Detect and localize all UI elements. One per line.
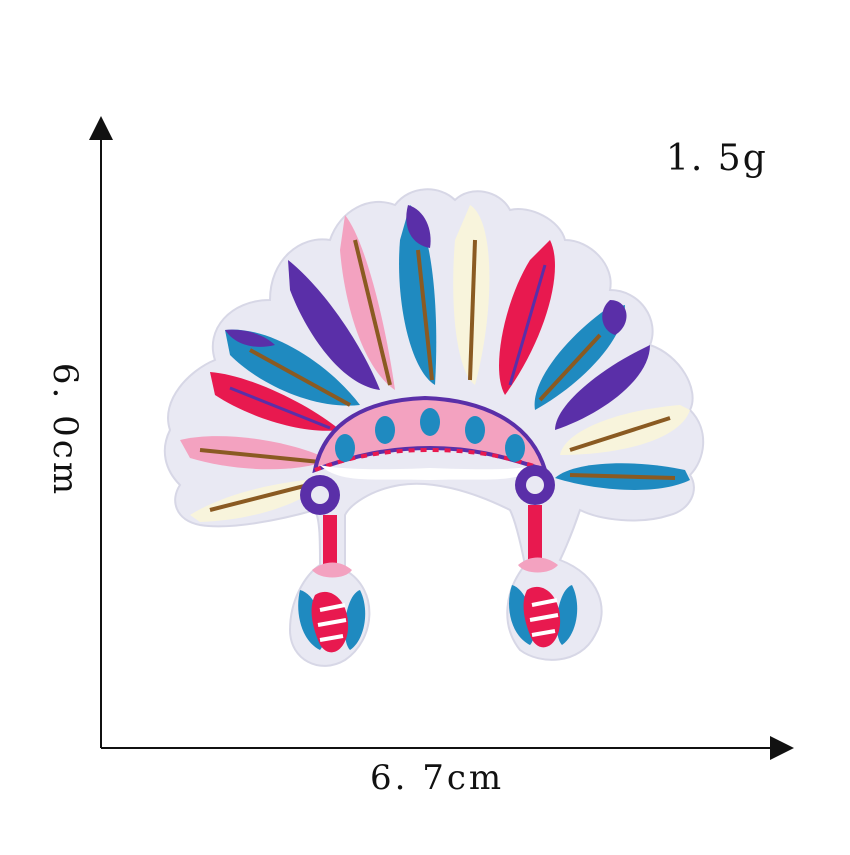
width-label: 6. 7cm <box>370 758 505 798</box>
weight-label: 1. 5g <box>666 138 768 179</box>
height-label: 6. 0cm <box>45 362 85 498</box>
tassels <box>298 505 578 653</box>
headband <box>312 395 549 480</box>
feathers <box>180 205 690 522</box>
rosettes <box>300 465 555 515</box>
